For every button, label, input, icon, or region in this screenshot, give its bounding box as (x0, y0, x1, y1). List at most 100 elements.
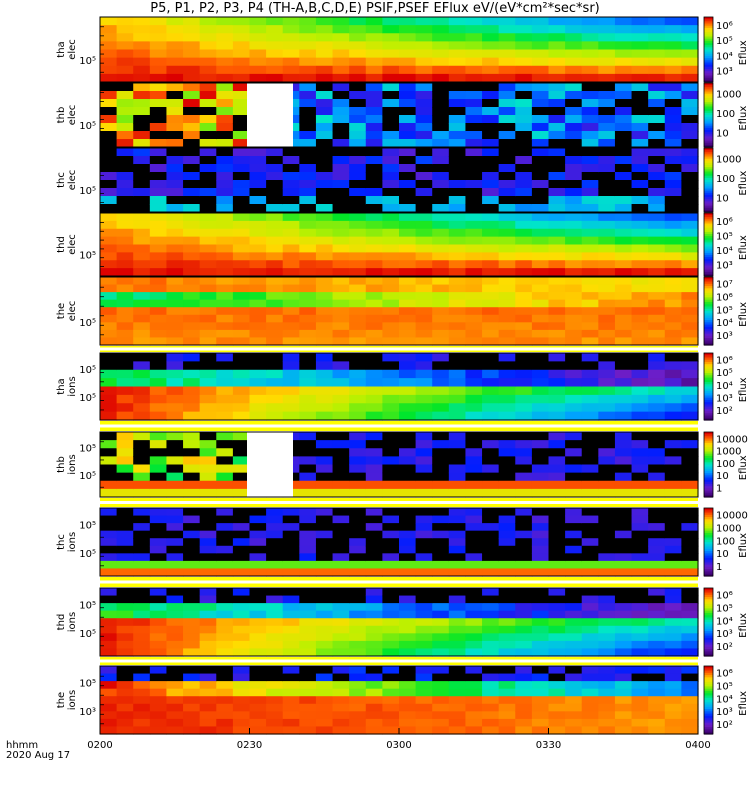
panel-probe-label: thb (56, 456, 67, 473)
spectrogram-cell (232, 322, 251, 331)
spectrogram-cell (531, 711, 550, 720)
colorbar-frame (703, 665, 714, 735)
colorbar-step (704, 286, 713, 289)
y-tick-label: 10⁵ (79, 186, 96, 197)
spectrogram-cell (232, 284, 251, 293)
colorbar-label: Eflux (738, 613, 749, 638)
spectrogram-cell (531, 49, 550, 59)
spectrogram-cell (565, 488, 583, 498)
colorbar-tick-label: 10000 (716, 511, 748, 522)
spectrogram-cell (365, 633, 383, 642)
spectrogram-cell (349, 440, 367, 449)
spectrogram-cell (199, 25, 217, 34)
spectrogram-cell (199, 164, 217, 173)
spectrogram-cell (498, 236, 516, 246)
spectrogram-cell (681, 568, 699, 577)
spectrogram-cell (565, 156, 583, 165)
spectrogram-cell (133, 123, 151, 132)
spectrogram-cell (648, 65, 666, 75)
spectrogram-cell (498, 260, 516, 269)
spectrogram-cell (498, 131, 516, 140)
spectrogram-cell (166, 268, 184, 277)
spectrogram-cell (448, 65, 467, 75)
spectrogram-cell (299, 625, 317, 634)
spectrogram-cell (664, 648, 682, 657)
spectrogram-cell (100, 369, 118, 379)
colorbar-step (704, 651, 713, 655)
spectrogram-cell (581, 25, 599, 34)
spectrogram-cell (432, 523, 450, 532)
spectrogram-cell (199, 204, 217, 213)
spectrogram-cell (116, 299, 134, 308)
colorbar-step (704, 257, 713, 260)
spectrogram-cell (116, 718, 134, 728)
spectrogram-cell (100, 196, 118, 205)
spectrogram-cell (199, 553, 217, 562)
spectrogram-cell (548, 595, 566, 604)
spectrogram-cell (581, 378, 599, 388)
spectrogram-cell (282, 411, 300, 421)
spectrogram-cell (249, 236, 267, 246)
spectrogram-cell (249, 703, 267, 712)
spectrogram-cell (266, 648, 284, 657)
spectrogram-cell (498, 448, 516, 457)
spectrogram-cell (282, 188, 300, 197)
spectrogram-cell (216, 448, 234, 457)
spectrogram-cell (432, 378, 450, 388)
spectrogram-cell (166, 164, 184, 173)
spectrogram-cell (332, 595, 350, 604)
spectrogram-cell (448, 17, 467, 26)
spectrogram-cell (166, 545, 184, 554)
spectrogram-cell (664, 292, 682, 301)
spectrogram-cell (631, 553, 649, 562)
spectrogram-cell (332, 588, 350, 597)
spectrogram-cell (581, 41, 599, 51)
spectrogram-cell (565, 164, 583, 173)
spectrogram-cell (432, 625, 450, 634)
colorbar-tick-label: 10³ (716, 707, 733, 718)
spectrogram-cell (482, 314, 500, 323)
spectrogram-cell (515, 633, 533, 642)
spectrogram-cell (282, 220, 300, 230)
spectrogram-cell (681, 610, 699, 619)
spectrogram-cell (282, 508, 300, 517)
spectrogram-cell (648, 618, 666, 627)
spectrogram-cell (166, 538, 184, 547)
spectrogram-cell (216, 25, 234, 34)
spectrogram-cell (648, 156, 666, 165)
spectrogram-cell (548, 610, 566, 619)
spectrogram-cell (116, 618, 134, 627)
spectrogram-cell (515, 314, 533, 323)
colorbar-step (704, 599, 713, 603)
spectrogram-cell (415, 560, 433, 570)
spectrogram-cell (249, 711, 267, 720)
spectrogram-cell (116, 666, 134, 675)
spectrogram-cell (565, 648, 583, 657)
spectrogram-cell (631, 228, 649, 238)
spectrogram-cell (648, 49, 666, 59)
spectrogram-cell (465, 99, 483, 108)
spectrogram-cell (133, 703, 151, 712)
spectrogram-cell (100, 666, 118, 675)
spectrogram-cell (614, 123, 633, 132)
spectrogram-cell (365, 299, 383, 308)
spectrogram-cell (598, 618, 616, 627)
spectrogram-cell (100, 73, 118, 83)
spectrogram-cell (382, 648, 400, 657)
spectrogram-cell (365, 568, 383, 577)
spectrogram-cell (100, 148, 118, 157)
spectrogram-cell (133, 633, 151, 642)
spectrogram-cell (648, 91, 666, 100)
spectrogram-cell (465, 236, 483, 246)
spectrogram-cell (199, 718, 217, 728)
spectrogram-cell (465, 139, 483, 148)
spectrogram-cell (332, 696, 350, 705)
spectrogram-cell (448, 464, 467, 474)
spectrogram-cell (681, 172, 699, 181)
colorbar-step (704, 160, 713, 164)
spectrogram-cell (664, 123, 682, 132)
spectrogram-cell (216, 568, 234, 577)
spectrogram-cell (349, 673, 367, 682)
spectrogram-cell (498, 33, 516, 42)
